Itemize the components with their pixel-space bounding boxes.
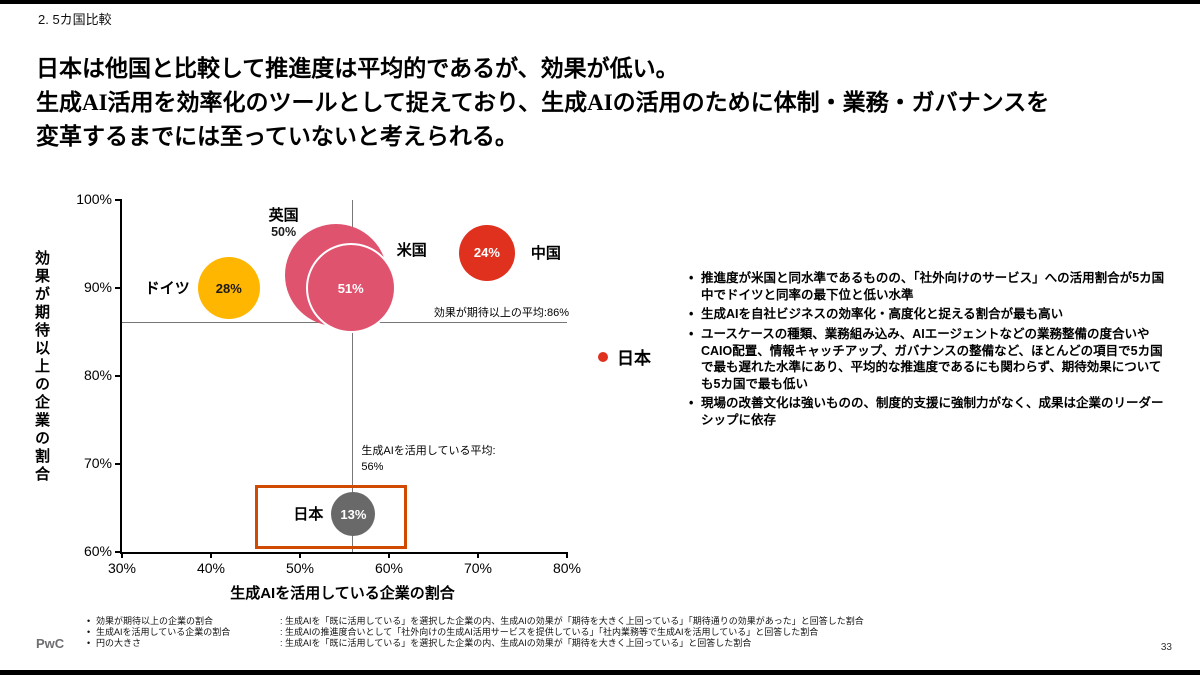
title-line-3: 変革するまでには至っていないと考えられる。	[36, 124, 518, 149]
insight-bullet-4: 現場の改善文化は強いものの、制度的支援に強制力がなく、成果は企業のリーダーシップ…	[688, 395, 1170, 428]
y-tick-label: 100%	[76, 191, 112, 207]
bubble-pct-label-germany: 28%	[215, 280, 242, 296]
footnote-row: 生成AIを活用している企業の割合 : 生成AIの推進度合いとして「社外向けの生成…	[86, 627, 1180, 638]
x-tick-mark	[121, 552, 123, 558]
japan-highlight-box	[255, 485, 408, 550]
y-axis-title: 効果が期待以上の企業の割合	[33, 250, 50, 484]
title-line-2: 生成AI活用を効率化のツールとして捉えており、生成AIの活用のために体制・業務・…	[36, 90, 1050, 115]
x-tick-mark	[477, 552, 479, 558]
x-tick-label: 70%	[463, 560, 493, 576]
bubble-chart-plot: 60% 70% 80% 90% 100% 30% 40% 50% 60% 70% 80% 効果が期待以…	[76, 191, 581, 576]
footnote-definition: : 生成AIを「既に活用している」を選択した企業の内、生成AIの効果が「期待を大…	[280, 638, 752, 648]
x-axis-title: 生成AIを活用している企業の割合	[230, 585, 455, 602]
top-border	[0, 0, 1200, 4]
footnote-term: 円の大きさ	[86, 638, 280, 649]
y-tick-label: 60%	[83, 543, 112, 559]
country-label-germany: ドイツ	[144, 280, 190, 297]
y-tick-mark	[115, 463, 122, 465]
footnote-definition: : 生成AIを「既に活用している」を選択した企業の内、生成AIの効果が「期待を大…	[280, 616, 864, 626]
pwc-logo: PwC	[36, 636, 65, 651]
country-label-japan: 日本	[293, 506, 324, 524]
x-tick-mark	[299, 552, 301, 558]
y-tick-label: 90%	[83, 279, 112, 295]
y-tick-label: 80%	[83, 367, 112, 383]
x-tick-label: 30%	[107, 560, 137, 576]
insight-bullet-1: 推進度が米国と同水準であるものの、「社外向けのサービス」への活用割合が5カ国中で…	[688, 270, 1170, 303]
legend-dot-icon	[598, 351, 608, 362]
legend-label: 日本	[617, 349, 651, 368]
x-tick-label: 80%	[552, 560, 582, 576]
footnote-definition: : 生成AIの推進度合いとして「社外向けの生成AI活用サービスを提供している」「…	[280, 627, 819, 637]
bubble-china: 24%	[458, 224, 515, 281]
bottom-border	[0, 670, 1200, 675]
x-tick-label: 60%	[374, 560, 404, 576]
bubble-pct-label-us: 51%	[337, 280, 364, 296]
footnote-row: 効果が期待以上の企業の割合 : 生成AIを「既に活用している」を選択した企業の内…	[86, 616, 1180, 627]
y-tick-mark	[115, 551, 122, 553]
country-label-us: 米国	[396, 242, 427, 259]
insight-bullet-3: ユースケースの種類、業務組み込み、AIエージェントなどの業務整備の度合いやCAI…	[688, 326, 1170, 393]
bubble-pct-label-uk: 50%	[271, 224, 297, 239]
title-line-1: 日本は他国と比較して推進度は平均的であるが、効果が低い。	[36, 56, 679, 81]
x-tick-mark	[210, 552, 212, 558]
y-tick-mark	[115, 199, 122, 201]
slide-title: 日本は他国と比較して推進度は平均的であるが、効果が低い。 生成AI活用を効率化の…	[36, 52, 1096, 154]
y-tick-mark	[115, 375, 122, 377]
footnote-term: 生成AIを活用している企業の割合	[86, 627, 280, 638]
footnotes: 効果が期待以上の企業の割合 : 生成AIを「既に活用している」を選択した企業の内…	[86, 616, 1180, 649]
bubble-pct-label-china: 24%	[473, 245, 500, 261]
avg-adoption-label: 生成AIを活用している平均: 56%	[361, 444, 496, 474]
bubble-us: 51%	[305, 243, 396, 333]
country-label-uk: 英国	[268, 206, 299, 224]
chart-legend: 日本	[598, 344, 651, 369]
avg-adoption-line	[352, 200, 354, 552]
footnote-term: 効果が期待以上の企業の割合	[86, 616, 280, 627]
bubble-japan: 13%	[331, 492, 376, 537]
x-tick-mark	[566, 552, 568, 558]
insight-bullet-2: 生成AIを自社ビジネスの効率化・高度化と捉える割合が最も高い	[688, 306, 1170, 323]
x-tick-mark	[388, 552, 390, 558]
bubble-germany: 28%	[197, 257, 260, 319]
country-label-china: 中国	[530, 244, 561, 262]
y-tick-mark	[115, 287, 122, 289]
footnote-row: 円の大きさ : 生成AIを「既に活用している」を選択した企業の内、生成AIの効果…	[86, 638, 1180, 649]
bubble-pct-label-japan: 13%	[340, 506, 367, 522]
section-label: 2. 5カ国比較	[38, 12, 112, 27]
page-number: 33	[1160, 642, 1172, 653]
x-tick-label: 40%	[196, 560, 226, 576]
x-tick-label: 50%	[285, 560, 315, 576]
y-tick-label: 70%	[83, 455, 112, 471]
avg-effect-label: 効果が期待以上の平均:86%	[433, 307, 569, 320]
insight-bullet-list: 推進度が米国と同水準であるものの、「社外向けのサービス」への活用割合が5カ国中で…	[688, 270, 1170, 432]
